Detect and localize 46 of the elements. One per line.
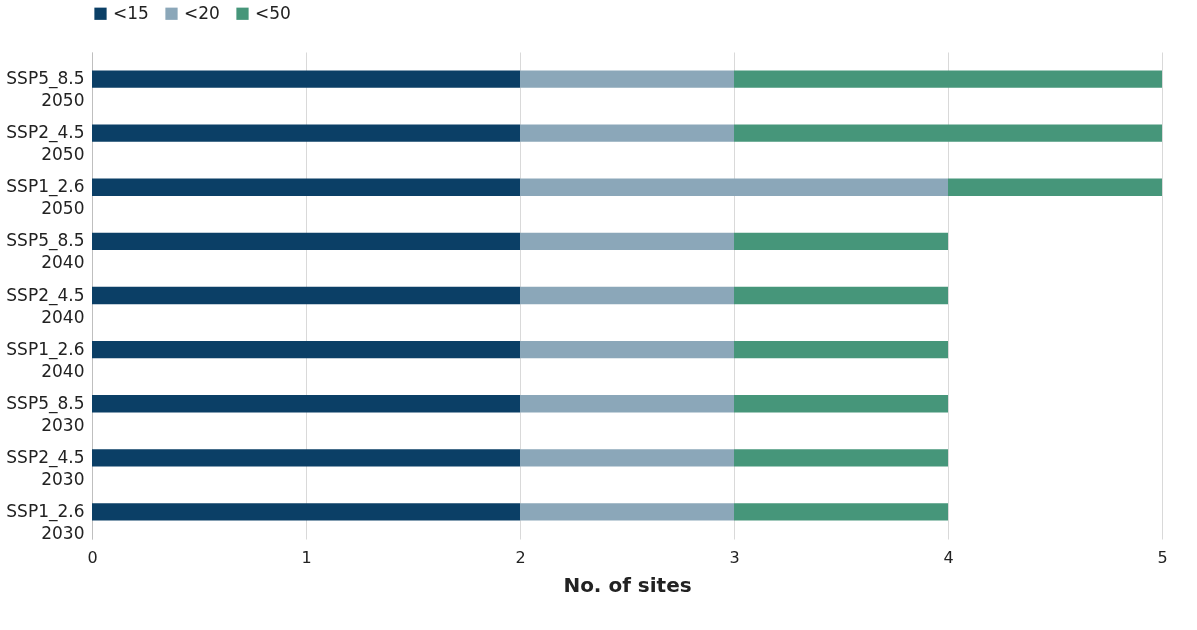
bar [520, 232, 734, 251]
y-tick-label: SSP5_8.5 2040 [6, 230, 85, 273]
bar [734, 70, 1162, 88]
bar [92, 124, 520, 142]
x-tick-label: 5 [1157, 547, 1168, 567]
bar [520, 286, 734, 305]
bar [92, 178, 520, 196]
legend-label: <20 [184, 2, 220, 23]
bar [734, 503, 948, 521]
x-tick-label: 0 [87, 547, 98, 567]
bar [92, 340, 520, 359]
bar [520, 395, 734, 413]
bar [92, 395, 520, 413]
x-tick-label: 3 [729, 547, 740, 567]
bar [520, 70, 734, 88]
bar [92, 232, 520, 251]
bar [92, 449, 520, 467]
legend-label: <50 [255, 2, 291, 23]
bar [734, 395, 948, 413]
bar [520, 449, 734, 467]
bar [734, 232, 948, 251]
bar [734, 124, 1162, 142]
y-tick-label: SSP1_2.6 2030 [6, 500, 85, 543]
y-tick-label: SSP2_4.5 2050 [6, 122, 85, 165]
x-tick-label: 4 [943, 547, 954, 567]
bar [520, 340, 734, 359]
y-tick-label: SSP1_2.6 2050 [6, 176, 85, 219]
y-tick-label: SSP2_4.5 2030 [6, 446, 85, 489]
y-tick-label: SSP1_2.6 2040 [6, 338, 85, 381]
y-tick-label: SSP5_8.5 2030 [6, 392, 85, 435]
x-tick-label: 1 [301, 547, 312, 567]
x-axis-title: No. of sites [563, 572, 692, 597]
y-tick-label: SSP2_4.5 2040 [6, 284, 85, 327]
bar [92, 286, 520, 305]
bar [92, 70, 520, 88]
bar [92, 503, 520, 521]
legend-label: <15 [113, 2, 149, 23]
bar [734, 340, 948, 359]
bar [734, 286, 948, 305]
bar [520, 503, 734, 521]
bar [948, 178, 1162, 196]
bar [520, 178, 948, 196]
bar [520, 124, 734, 142]
y-tick-label: SSP5_8.5 2050 [6, 68, 85, 111]
bar [734, 449, 948, 467]
x-tick-label: 2 [515, 547, 526, 567]
